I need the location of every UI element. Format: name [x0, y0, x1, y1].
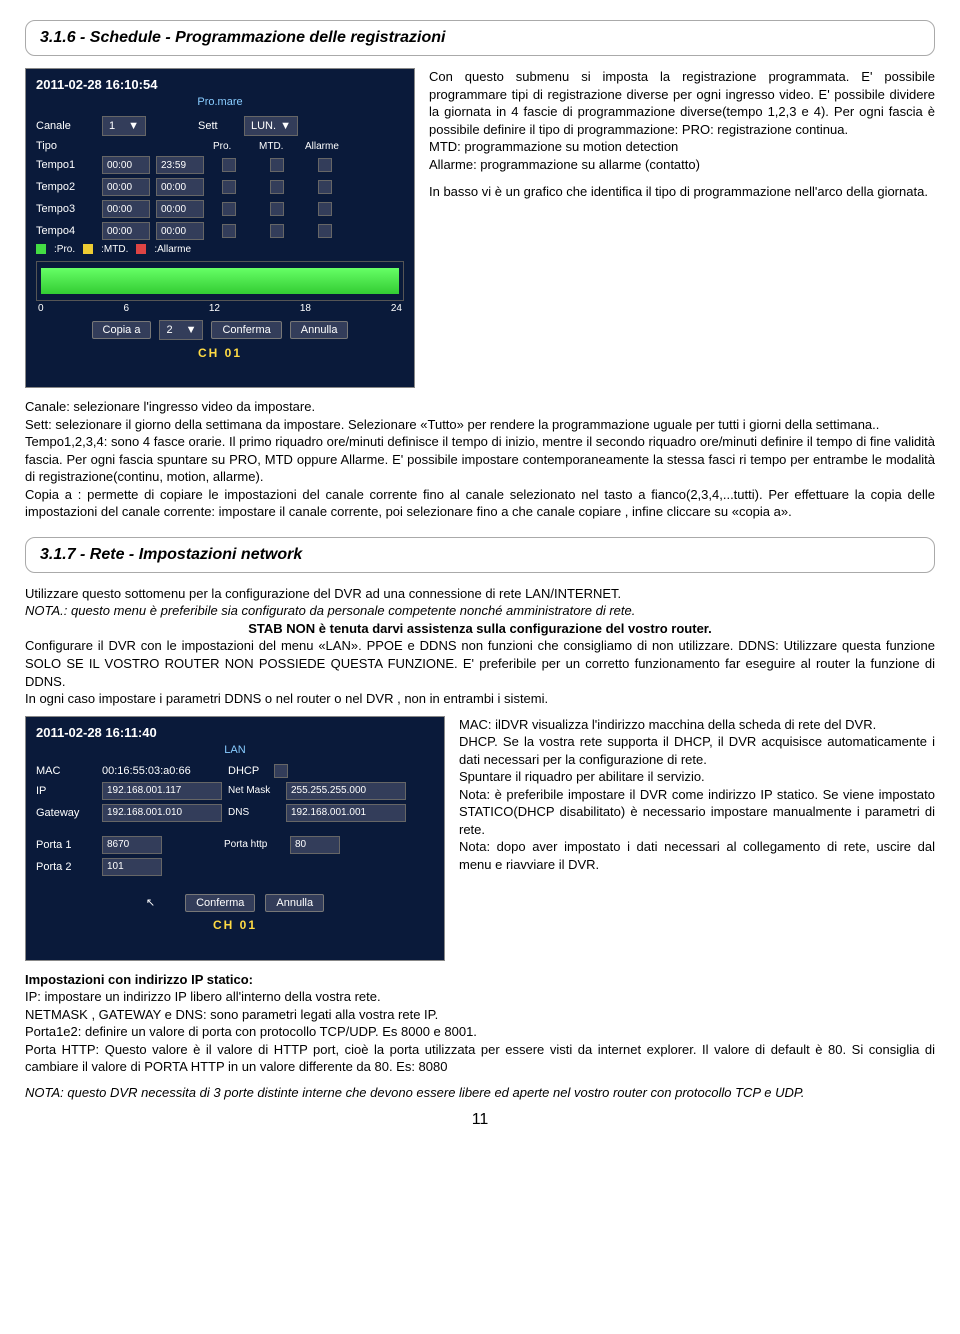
- chart-axis: 0 6 12 18 24: [36, 303, 404, 314]
- section-title-2: 3.1.7 - Rete - Impostazioni network: [25, 537, 935, 573]
- annulla-button[interactable]: Annulla: [290, 321, 349, 339]
- section1-para: Con questo submenu si imposta la registr…: [429, 68, 935, 173]
- sc1-sett-dropdown[interactable]: LUN.▼: [244, 116, 298, 136]
- sc1-tempo4-row: Tempo4 00:00 00:00: [36, 222, 404, 240]
- statico-title: Impostazioni con indirizzo IP statico:: [25, 971, 935, 989]
- schedule-chart: [36, 261, 404, 301]
- annulla-button-2[interactable]: Annulla: [265, 894, 324, 912]
- cursor-icon: ↖: [146, 896, 155, 909]
- legend-mtd: :MTD.: [101, 244, 128, 255]
- sc1-datetime: 2011-02-28 16:10:54: [36, 77, 404, 92]
- dhcp-label: DHCP: [228, 765, 268, 777]
- gateway-input[interactable]: 192.168.001.010: [102, 804, 222, 822]
- page-number: 11: [25, 1111, 935, 1129]
- sc1-tempo2-row: Tempo2 00:00 00:00: [36, 178, 404, 196]
- screenshot-lan: 2011-02-28 16:11:40 LAN MAC 00:16:55:03:…: [25, 716, 445, 961]
- dhcp-checkbox[interactable]: [274, 764, 288, 778]
- dns-label: DNS: [228, 807, 280, 818]
- sc1-col-mtd: MTD.: [259, 141, 299, 152]
- section2-nota2: NOTA: questo DVR necessita di 3 porte di…: [25, 1084, 935, 1102]
- section1-body: Canale: selezionare l'ingresso video da …: [25, 398, 935, 521]
- conferma-button-2[interactable]: Conferma: [185, 894, 255, 912]
- ip-input[interactable]: 192.168.001.117: [102, 782, 222, 800]
- sc1-tipo-label: Tipo: [36, 140, 96, 152]
- sc1-tempo1-row: Tempo1 00:00 23:59: [36, 156, 404, 174]
- section1-para2: In basso vi è un grafico che identifica …: [429, 183, 935, 201]
- sc1-t1b[interactable]: 23:59: [156, 156, 204, 174]
- conferma-button[interactable]: Conferma: [211, 321, 281, 339]
- sc1-footer: CH 01: [36, 346, 404, 360]
- statico-body: IP: impostare un indirizzo IP libero all…: [25, 988, 935, 1076]
- legend-pro: :Pro.: [54, 244, 75, 255]
- sc1-col-pro: Pro.: [213, 141, 253, 152]
- sc1-cb-all1[interactable]: [318, 158, 332, 172]
- screenshot-schedule: 2011-02-28 16:10:54 Pro.mare Canale 1▼ S…: [25, 68, 415, 388]
- sc1-canale-dropdown[interactable]: 1▼: [102, 116, 146, 136]
- sc1-sett-label: Sett: [198, 120, 238, 132]
- porta1-input[interactable]: 8670: [102, 836, 162, 854]
- sc1-col-all: Allarme: [305, 141, 355, 152]
- dns-input[interactable]: 192.168.001.001: [286, 804, 406, 822]
- porta1-label: Porta 1: [36, 839, 96, 851]
- portahttp-input[interactable]: 80: [290, 836, 340, 854]
- sc1-cb-pro1[interactable]: [222, 158, 236, 172]
- sc1-t1a[interactable]: 00:00: [102, 156, 150, 174]
- chevron-down-icon: ▼: [128, 120, 139, 132]
- section2-side: MAC: ilDVR visualizza l'indirizzo macchi…: [459, 716, 935, 961]
- legend-all: :Allarme: [154, 244, 191, 255]
- portahttp-label: Porta http: [224, 839, 284, 850]
- ip-label: IP: [36, 785, 96, 797]
- section2-top: Utilizzare questo sottomenu per la confi…: [25, 585, 935, 603]
- sc1-title: Pro.mare: [36, 96, 404, 108]
- porta2-input[interactable]: 101: [102, 858, 162, 876]
- section2-nota: NOTA.: questo menu è preferibile sia con…: [25, 602, 935, 620]
- gateway-label: Gateway: [36, 807, 96, 819]
- sc1-cb-mtd1[interactable]: [270, 158, 284, 172]
- section-title-1: 3.1.6 - Schedule - Programmazione delle …: [25, 20, 935, 56]
- copia-a-button[interactable]: Copia a: [92, 321, 152, 339]
- netmask-label: Net Mask: [228, 785, 280, 796]
- sc2-title: LAN: [36, 744, 434, 756]
- sc2-footer: CH 01: [36, 918, 434, 932]
- sc1-tempo3-row: Tempo3 00:00 00:00: [36, 200, 404, 218]
- chevron-down-icon: ▼: [280, 120, 291, 132]
- section2-cfg: Configurare il DVR con le impostazioni d…: [25, 637, 935, 707]
- mac-label: MAC: [36, 765, 96, 777]
- sc1-canale-label: Canale: [36, 120, 96, 132]
- porta2-label: Porta 2: [36, 861, 96, 873]
- chevron-down-icon: ▼: [186, 324, 197, 336]
- mac-value: 00:16:55:03:a0:66: [102, 765, 222, 777]
- copia-dropdown[interactable]: 2▼: [159, 320, 203, 340]
- netmask-input[interactable]: 255.255.255.000: [286, 782, 406, 800]
- section2-bold: STAB NON è tenuta darvi assistenza sulla…: [25, 620, 935, 638]
- sc2-datetime: 2011-02-28 16:11:40: [36, 725, 434, 740]
